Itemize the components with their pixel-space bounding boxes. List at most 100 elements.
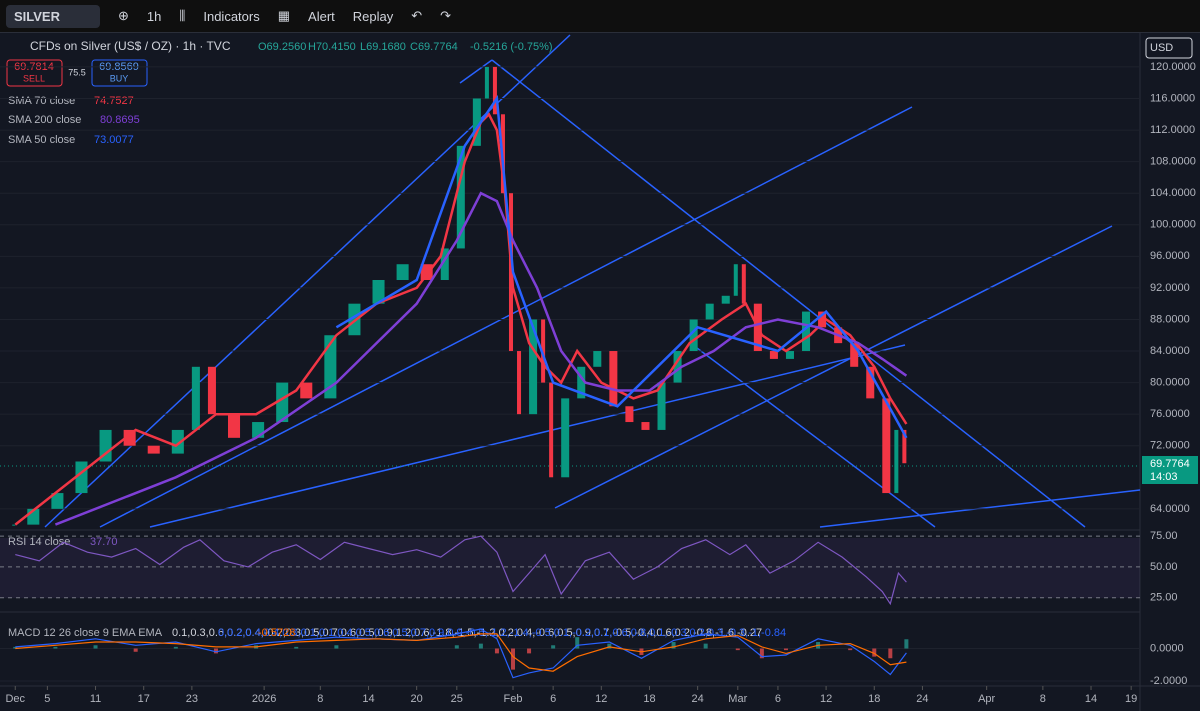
rsi-value: 37.70 [90,536,118,548]
study-name: SMA 70 close [8,95,75,107]
candle [191,366,200,430]
y-tick-label: 84.0000 [1150,345,1190,357]
y-tick-label: 76.0000 [1150,408,1190,420]
sell-button[interactable] [6,59,63,87]
candle [769,351,778,359]
macd-hist [872,648,877,657]
redo[interactable]: ↷ [440,8,452,23]
x-tick-label: 19 [1125,693,1137,705]
y-tick-label: 108.0000 [1150,156,1196,168]
sma-line [14,112,908,526]
candle [593,351,602,367]
x-tick-label: Feb [504,693,523,705]
x-tick-label: 24 [916,693,928,705]
x-tick-label: Apr [978,693,995,705]
rsi-label: RSI 14 close [8,536,70,548]
y-tick-label: 92.0000 [1150,282,1190,294]
sma-line [54,191,908,526]
layouts[interactable]: ▦ [277,8,291,23]
x-tick-label: 18 [643,693,655,705]
candle [472,98,481,146]
add-symbol[interactable]: ⊕ [118,8,129,23]
macd-hist [511,648,515,670]
candle [440,248,449,280]
macd-hist [551,645,556,649]
candle [673,351,682,383]
x-tick-label: 5 [44,693,50,705]
chart-type[interactable]: ⫼ [179,8,186,23]
x-tick-label: 14 [1085,693,1097,705]
y-tick-label: 100.0000 [1150,219,1196,231]
y-tick-label: 88.0000 [1150,313,1190,325]
macd-hist [607,643,612,649]
ohlc-close: C69.7764 [410,41,458,53]
replay[interactable]: Replay [352,8,394,24]
y-tick-label: -2.0000 [1150,675,1187,687]
alert[interactable]: Alert [308,8,335,24]
currency-box[interactable] [1145,37,1193,59]
candle [549,382,554,478]
buy-button[interactable] [91,59,148,87]
y-tick-label: 116.0000 [1150,92,1195,104]
candle [300,382,313,399]
interval[interactable]: 1h [146,8,162,24]
candle [818,311,827,328]
candle [689,319,698,352]
candle [492,66,497,115]
macd-hist [888,648,893,659]
symbol-search[interactable]: SILVER [6,4,100,28]
y-tick-label: 96.0000 [1150,250,1190,262]
candle [396,264,409,280]
x-tick-label: 23 [186,693,198,705]
macd-hist [671,642,676,649]
candle [894,429,899,494]
x-tick-label: 20 [411,693,423,705]
candle [12,524,16,526]
candle [541,319,546,383]
candle [276,382,289,423]
macd-hist [848,648,853,651]
indicators[interactable]: Indicators [203,8,260,24]
candle [484,66,489,99]
candle [123,429,136,446]
macd-hist [904,639,909,649]
macd-hist [759,648,764,659]
macd-value: 0.1,0.3,0.6,0.2,0.4,-0.2,0.3,0.5,0.7,0.6… [172,627,762,639]
y-tick-label: 120.0000 [1150,61,1196,73]
undo[interactable]: ↶ [411,8,423,23]
last-price: 69.7764 [1150,458,1190,470]
y-tick-label: 50.00 [1150,561,1178,573]
x-tick-label: 6 [775,693,781,705]
trendlines [44,34,1141,528]
spread: 75.5 [68,67,86,77]
trendline [692,344,936,528]
y-tick-label: 104.0000 [1150,187,1196,199]
macd-hist [213,648,218,654]
candle [577,366,586,399]
macd-label: MACD 12 26 close 9 EMA EMA [8,627,163,639]
y-tick-label: 75.00 [1150,530,1178,542]
candle [866,366,875,399]
signal-line [15,633,907,672]
candle [902,429,907,464]
legend-title: CFDs on Silver (US$ / OZ) · 1h · TVC [30,39,231,53]
trendline [554,225,1113,509]
candle [456,145,465,249]
macd-hist [783,648,788,651]
candle [641,422,650,430]
candle [372,280,385,304]
x-tick-label: 18 [868,693,880,705]
candle [850,343,859,367]
background [0,33,1200,711]
candle [99,429,112,462]
y-tick-label: 0.0000 [1150,642,1184,654]
toolbar: SILVER ⊕ 1h ⫼ Indicators ▦ Alert Replay … [0,0,1200,33]
macd-hist [294,646,299,649]
y-tick-label: 25.00 [1150,592,1178,604]
candle [228,414,241,438]
sell-label: SELL [23,73,45,83]
candle [420,264,433,280]
trendline [491,59,1086,528]
ohlc-change: -0.5216 (-0.75%) [470,41,553,53]
